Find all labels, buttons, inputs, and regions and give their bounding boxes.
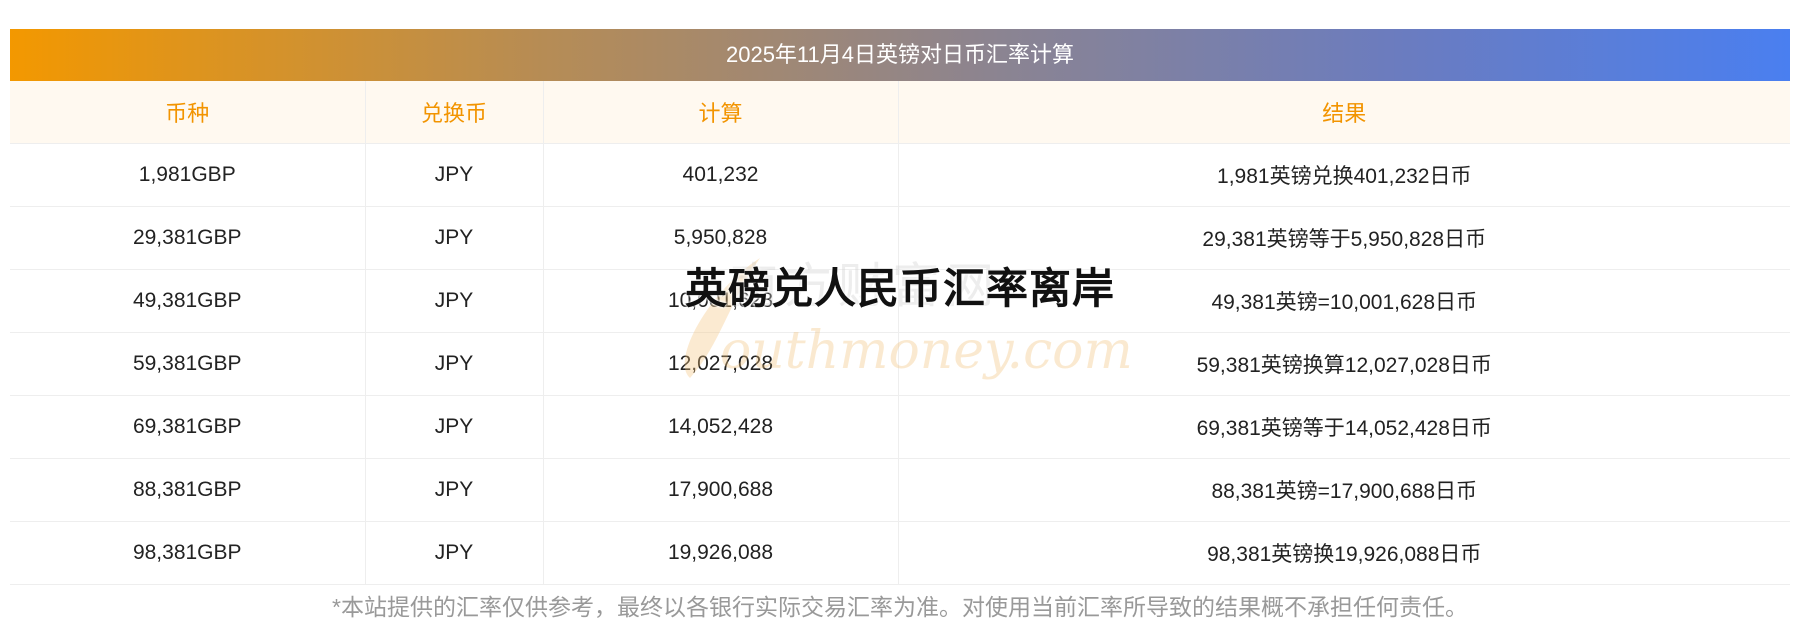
cell-calc: 14,052,428 [542, 395, 898, 459]
cell-result: 49,381英镑=10,001,628日币 [897, 269, 1790, 333]
cell-amount: 98,381GBP [10, 521, 365, 585]
table-row: 29,381GBP JPY 5,950,828 29,381英镑等于5,950,… [10, 206, 1790, 270]
cell-target: JPY [364, 206, 543, 270]
header-result: 结果 [897, 81, 1790, 144]
cell-target: JPY [364, 332, 543, 396]
cell-result: 98,381英镑换19,926,088日币 [897, 521, 1790, 585]
cell-amount: 1,981GBP [10, 143, 365, 207]
cell-amount: 29,381GBP [10, 206, 365, 270]
cell-result: 29,381英镑等于5,950,828日币 [897, 206, 1790, 270]
header-currency: 币种 [10, 81, 365, 144]
cell-result: 1,981英镑兑换401,232日币 [897, 143, 1790, 207]
cell-amount: 69,381GBP [10, 395, 365, 459]
exchange-rate-card: 2025年11月4日英镑对日币汇率计算 币种 兑换币 计算 结果 1,981GB… [10, 29, 1790, 585]
overlay-headline: 英磅兑人民币汇率离岸 [684, 264, 1115, 313]
exchange-rate-table: 币种 兑换币 计算 结果 1,981GBP JPY 401,232 1,981英… [10, 81, 1790, 585]
cell-target: JPY [364, 395, 543, 459]
cell-result: 69,381英镑等于14,052,428日币 [897, 395, 1790, 459]
cell-calc: 5,950,828 [542, 206, 898, 270]
cell-target: JPY [364, 458, 543, 522]
cell-target: JPY [364, 143, 543, 207]
cell-calc: 17,900,688 [542, 458, 898, 522]
cell-target: JPY [364, 269, 543, 333]
cell-calc: 12,027,028 [542, 332, 898, 396]
cell-result: 59,381英镑换算12,027,028日币 [897, 332, 1790, 396]
cell-result: 88,381英镑=17,900,688日币 [897, 458, 1790, 522]
table-row: 88,381GBP JPY 17,900,688 88,381英镑=17,900… [10, 458, 1790, 522]
table-row: 98,381GBP JPY 19,926,088 98,381英镑换19,926… [10, 521, 1790, 585]
cell-amount: 88,381GBP [10, 458, 365, 522]
table-row: 59,381GBP JPY 12,027,028 59,381英镑换算12,02… [10, 332, 1790, 396]
table-row: 1,981GBP JPY 401,232 1,981英镑兑换401,232日币 [10, 143, 1790, 207]
table-header-row: 币种 兑换币 计算 结果 [10, 81, 1790, 144]
cell-amount: 49,381GBP [10, 269, 365, 333]
cell-calc: 10,001,628 [542, 269, 898, 333]
table-row: 69,381GBP JPY 14,052,428 69,381英镑等于14,05… [10, 395, 1790, 459]
cell-calc: 401,232 [542, 143, 898, 207]
header-target-currency: 兑换币 [364, 81, 543, 144]
header-calculation: 计算 [542, 81, 898, 144]
disclaimer-text: *本站提供的汇率仅供参考，最终以各银行实际交易汇率为准。对使用当前汇率所导致的结… [332, 594, 1468, 620]
table-title: 2025年11月4日英镑对日币汇率计算 [10, 29, 1790, 81]
table-row: 49,381GBP JPY 10,001,628 49,381英镑=10,001… [10, 269, 1790, 333]
cell-target: JPY [364, 521, 543, 585]
cell-amount: 59,381GBP [10, 332, 365, 396]
cell-calc: 19,926,088 [542, 521, 898, 585]
